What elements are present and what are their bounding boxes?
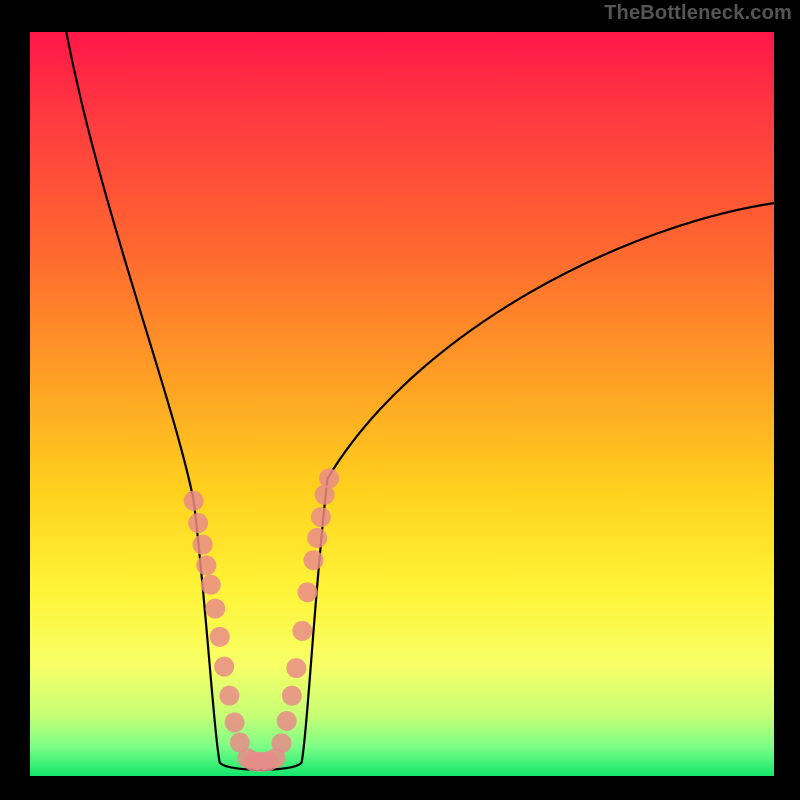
plot-area <box>30 32 774 776</box>
scatter-group <box>184 468 339 771</box>
scatter-point <box>201 575 221 595</box>
scatter-point <box>225 712 245 732</box>
scatter-point <box>311 507 331 527</box>
scatter-point <box>277 711 297 731</box>
scatter-point <box>196 555 216 575</box>
scatter-point <box>282 686 302 706</box>
scatter-point <box>210 627 230 647</box>
watermark-text: TheBottleneck.com <box>604 2 792 25</box>
chart-frame: TheBottleneck.com <box>0 0 800 800</box>
scatter-point <box>303 550 323 570</box>
scatter-point <box>286 658 306 678</box>
scatter-point <box>193 535 213 555</box>
scatter-point <box>307 528 327 548</box>
scatter-point <box>292 621 312 641</box>
scatter-point <box>184 491 204 511</box>
scatter-point <box>205 599 225 619</box>
scatter-point <box>271 733 291 753</box>
scatter-point <box>214 657 234 677</box>
scatter-point <box>219 686 239 706</box>
chart-overlay <box>30 32 774 776</box>
v-curve-line <box>60 32 774 770</box>
scatter-point <box>319 468 339 488</box>
scatter-point <box>188 513 208 533</box>
scatter-point <box>298 582 318 602</box>
